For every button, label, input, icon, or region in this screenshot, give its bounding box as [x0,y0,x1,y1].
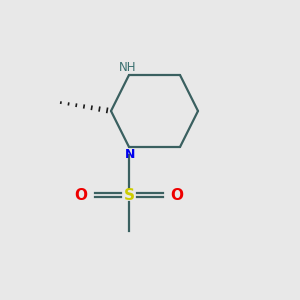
Text: N: N [125,148,136,161]
Text: NH: NH [119,61,136,74]
Text: S: S [124,188,134,202]
Text: O: O [74,188,88,202]
Text: O: O [170,188,184,202]
